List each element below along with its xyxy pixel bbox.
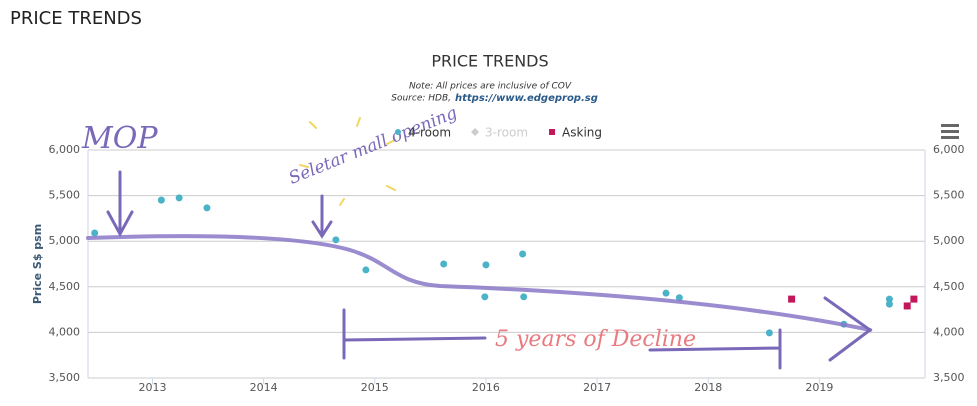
point [332,236,340,244]
point [788,295,796,303]
point [662,289,670,297]
y2-tick-label: 4,000 [933,325,965,338]
point [910,295,918,303]
point [520,293,528,301]
y-axis-label: Price S$ psm [31,224,44,304]
y-tick-label: 4,500 [49,280,81,293]
legend-item[interactable]: 3-room [471,126,528,140]
point [675,294,683,302]
x-tick-label: 2015 [361,381,389,394]
legend-item[interactable]: 4-room [395,126,451,140]
decline-line-right [648,328,782,370]
legend-label: Asking [562,126,602,140]
y2-tick-label: 4,500 [933,280,965,293]
menu-bar [941,130,959,133]
point [903,302,911,310]
x-tick-label: 2014 [250,381,278,394]
sparkle [299,117,396,206]
point [481,293,489,301]
x-tick-label: 2017 [583,381,611,394]
y-tick-label: 5,500 [49,189,81,202]
y-tick-label: 4,000 [49,325,81,338]
seletar-arrow [311,194,333,239]
menu-bar [941,136,959,139]
decline-line-left [342,308,487,360]
point [885,300,893,308]
source-link[interactable]: https://www.edgeprop.sg [455,93,598,104]
x-tick-label: 2019 [805,381,833,394]
x-tick-label: 2016 [472,381,500,394]
note: Note: All prices are inclusive of COV [409,82,572,92]
hand-drawing [86,117,873,370]
point [91,229,99,237]
menu-bar [941,124,959,127]
menu-button[interactable] [941,124,959,139]
trend-curve [86,234,872,332]
y-tick-label: 3,500 [49,371,81,384]
point [471,128,480,136]
plot: 3,500 4,000 4,500 5,000 5,500 6,000 3,500 4,000… [49,143,965,394]
page-title: PRICE TRENDS [10,8,142,29]
y2-tick-label: 3,500 [933,371,965,384]
point [549,129,556,135]
point [203,204,211,212]
point [395,129,401,135]
point [519,250,527,258]
point [157,196,165,204]
y2-tick-label: 5,500 [933,189,965,202]
source: Source: HDB, [391,94,451,104]
legend-item[interactable]: Asking [549,126,602,140]
point [482,261,490,269]
point [440,260,448,268]
chart-title: PRICE TRENDS [431,52,548,71]
x-tick-label: 2018 [694,381,722,394]
point [885,295,893,303]
annotation: Seletar mall opening [286,103,460,189]
y2-tick-label: 5,000 [933,234,965,247]
annotation: MOP [81,121,158,156]
x-tick-label: 2013 [138,381,166,394]
decline-arrowhead [823,296,873,362]
legend-label: 4-room [408,126,451,140]
y-tick-label: 6,000 [49,143,81,156]
y-tick-label: 5,000 [49,234,81,247]
point [362,266,370,274]
y2-tick-label: 6,000 [933,143,965,156]
annotation: 5 years of Decline [495,327,696,352]
point [175,194,183,202]
legend-label: 3-room [485,126,528,140]
mop-arrow [106,170,134,238]
point [765,329,773,337]
